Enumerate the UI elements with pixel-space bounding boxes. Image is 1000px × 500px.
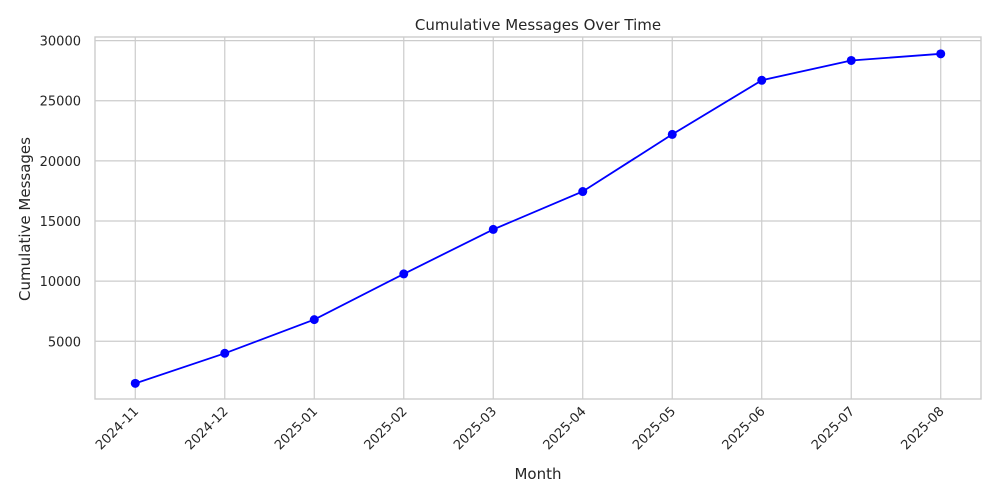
y-axis-label: Cumulative Messages [16, 137, 34, 301]
x-tick-label: 2025-02 [362, 404, 411, 453]
y-tick-labels: 5000 10000 15000 20000 25000 30000 [40, 35, 81, 351]
y-tick-label: 15000 [40, 215, 81, 230]
y-tick-label: 30000 [40, 35, 81, 50]
y-tick-label: 5000 [48, 335, 81, 350]
x-tick-label: 2024-11 [93, 404, 142, 453]
data-point [936, 49, 946, 59]
data-point [220, 348, 230, 358]
data-point [309, 315, 319, 325]
x-tick-label: 2025-01 [272, 404, 321, 453]
grid [95, 37, 981, 399]
chart-title: Cumulative Messages Over Time [415, 16, 661, 34]
y-tick-label: 25000 [40, 95, 81, 110]
data-point [130, 378, 140, 388]
series-line [135, 52, 941, 385]
x-axis-label: Month [514, 465, 561, 483]
x-tick-label: 2025-05 [630, 404, 679, 453]
data-point [667, 129, 677, 139]
x-tick-label: 2025-06 [720, 404, 769, 453]
y-tick-label: 20000 [40, 155, 81, 170]
y-tick-label: 10000 [40, 275, 81, 290]
data-point [399, 269, 409, 279]
x-tick-label: 2025-03 [451, 404, 500, 453]
data-point [757, 75, 767, 85]
data-point [846, 55, 856, 65]
data-point [488, 224, 498, 234]
x-tick-labels: 2024-11 2024-12 2025-01 2025-02 2025-03 2025-… [93, 404, 947, 453]
x-tick-label: 2025-08 [899, 404, 948, 453]
x-tick-label: 2025-07 [809, 404, 858, 453]
x-tick-label: 2024-12 [183, 404, 232, 453]
x-tick-label: 2025-04 [541, 404, 590, 453]
series-layer [130, 49, 946, 388]
data-point [578, 187, 588, 197]
plot-frame [94, 36, 982, 400]
